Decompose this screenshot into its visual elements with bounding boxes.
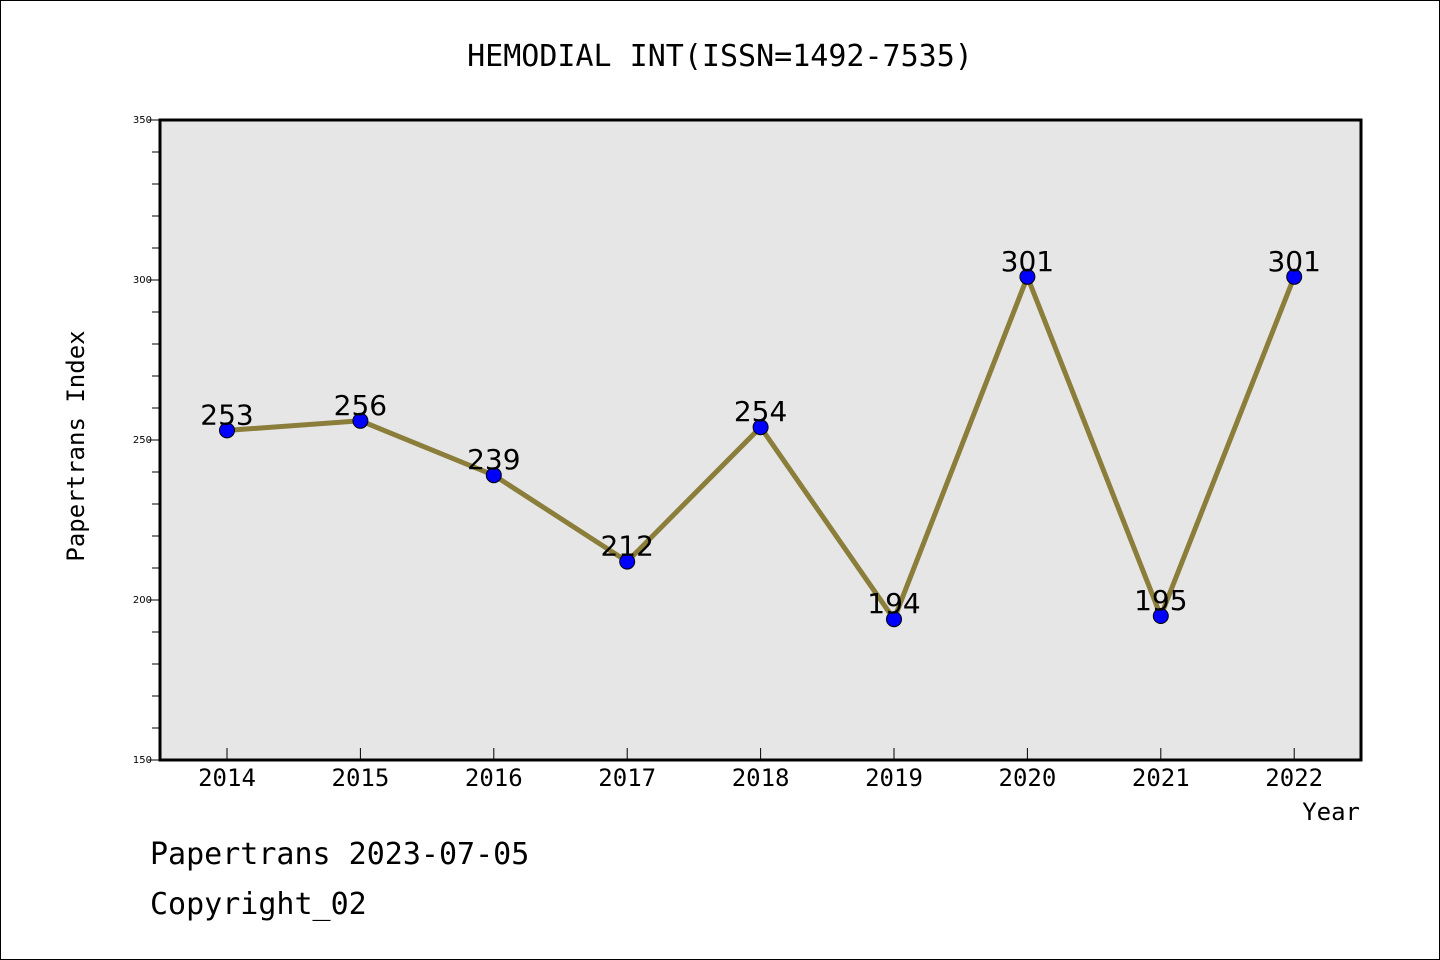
- x-tick-label: 2020: [999, 764, 1057, 792]
- data-label: 253: [200, 398, 253, 431]
- data-point: [219, 422, 235, 439]
- chart-title: HEMODIAL INT(ISSN=1492-7535): [467, 39, 973, 74]
- y-axis-ticks: 150 200 250 300 350: [133, 115, 160, 766]
- series-markers: [219, 268, 1303, 628]
- plot-area: [158, 118, 1363, 762]
- data-label: 239: [467, 443, 520, 476]
- x-tick-label: 2015: [332, 764, 390, 792]
- y-tick-label: 350: [133, 115, 152, 126]
- data-label: 194: [867, 587, 920, 620]
- data-point: [485, 467, 502, 484]
- data-point: [1019, 268, 1036, 285]
- x-tick-label: 2016: [465, 764, 523, 792]
- data-labels: 253 256 239 212 254 194 301 195 301: [200, 245, 1321, 620]
- data-point: [1286, 268, 1303, 285]
- footer-date-text: Papertrans 2023-07-05: [150, 837, 529, 872]
- data-point: [752, 419, 769, 436]
- data-point: [886, 611, 902, 628]
- x-tick-label: 2018: [732, 764, 790, 792]
- y-axis-label: Papertrans Index: [62, 330, 90, 561]
- data-point: [619, 553, 636, 570]
- x-axis-label: Year: [1302, 798, 1360, 826]
- data-label: 256: [334, 389, 387, 422]
- data-label: 212: [600, 530, 653, 563]
- data-point: [1152, 608, 1169, 624]
- x-axis-ticks: 2014 2015 2016 2017 2018 2019 2020 2021 2022: [198, 748, 1323, 792]
- y-tick-label: 150: [133, 755, 152, 766]
- x-tick-label: 2017: [598, 764, 656, 792]
- x-tick-label: 2021: [1132, 764, 1190, 792]
- data-label: 195: [1134, 584, 1187, 617]
- x-tick-label: 2019: [865, 764, 923, 792]
- data-label: 254: [734, 395, 787, 428]
- y-tick-label: 200: [133, 595, 152, 606]
- y-axis-minor-ticks: [152, 151, 160, 729]
- x-tick-label: 2014: [198, 764, 256, 792]
- x-tick-label: 2022: [1265, 764, 1323, 792]
- y-tick-label: 300: [133, 275, 152, 286]
- data-label: 301: [1267, 245, 1320, 278]
- footer-copyright-text: Copyright_02: [150, 887, 367, 922]
- y-tick-label: 250: [133, 435, 152, 446]
- data-point: [352, 412, 369, 429]
- data-label: 301: [1001, 245, 1054, 278]
